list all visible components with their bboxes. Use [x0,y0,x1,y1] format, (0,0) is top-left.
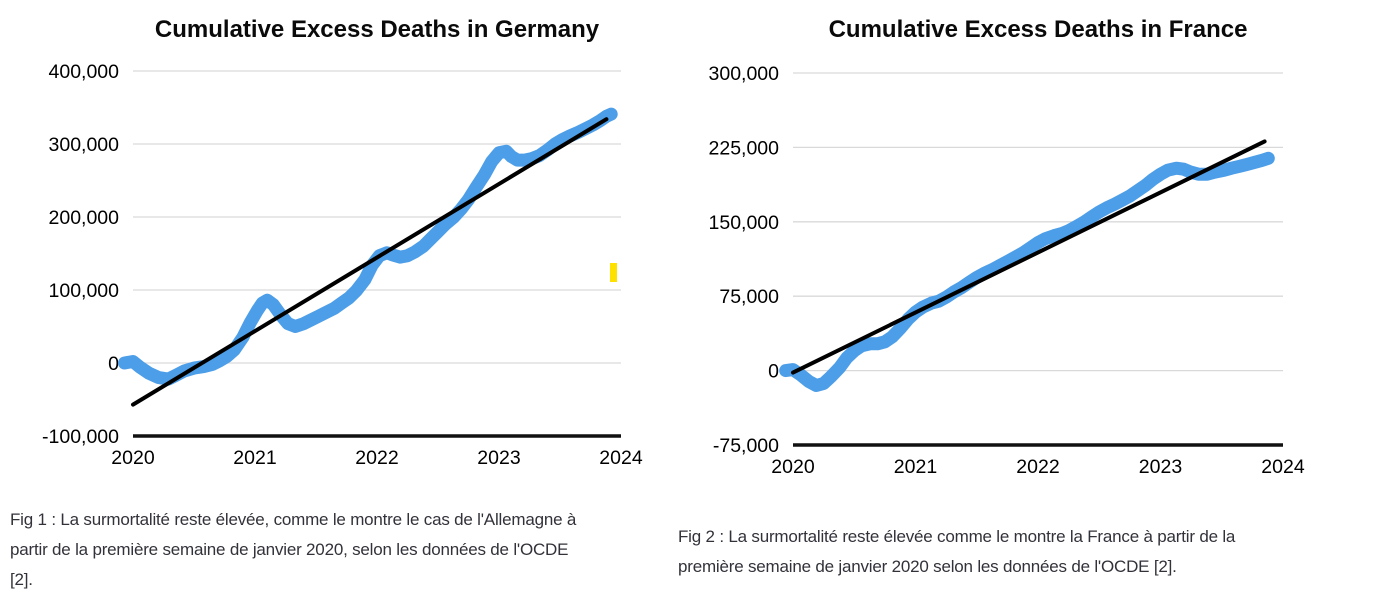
caption-line: Fig 2 : La surmortalité reste élevée com… [678,527,1236,546]
y-tick-label: 200,000 [49,207,120,229]
y-tick-label: 0 [768,361,779,383]
figure-caption-1: Fig 1 : La surmortalité reste élevée, co… [10,505,700,595]
x-tick-label: 2020 [111,447,155,469]
caption-line: première semaine de janvier 2020 selon l… [678,557,1177,576]
y-tick-label: 0 [108,353,119,375]
y-tick-label: 300,000 [709,63,780,85]
series-cumulative-excess-deaths [118,107,618,386]
x-tick-label: 2021 [894,456,937,478]
x-tick-label: 2023 [1139,456,1182,478]
y-tick-label: 225,000 [709,137,780,159]
y-tick-label: 300,000 [49,134,120,156]
chart-title-france: Cumulative Excess Deaths in France [828,16,1248,43]
y-tick-label: 400,000 [49,61,120,83]
series-linear-trend [791,139,1267,375]
chart-germany: -100,000 0 100,000 200,000 300,000 400,000 202… [42,61,643,469]
caption-line: Fig 1 : La surmortalité reste élevée, co… [10,510,577,529]
x-tick-label: 2021 [233,447,276,469]
yellow-highlight-marker [610,263,617,282]
x-tick-label: 2023 [477,447,520,469]
y-tick-label: 100,000 [49,280,120,302]
y-tick-label: 75,000 [719,286,779,308]
series-linear-trend [131,117,609,407]
y-tick-label: -100,000 [42,426,119,448]
chart-france: -75,000 0 75,000 150,000 225,000 300,000 2020 2… [709,63,1305,478]
series-cumulative-excess-deaths [779,151,1275,392]
chart-title-germany: Cumulative Excess Deaths in Germany [154,16,600,43]
x-tick-label: 2024 [1261,456,1305,478]
x-tick-label: 2022 [1016,456,1059,478]
x-tick-label: 2020 [771,456,815,478]
caption-line: [2]. [10,570,33,589]
x-tick-label: 2024 [599,447,643,469]
y-tick-label: 150,000 [709,212,780,234]
figure-caption-2: Fig 2 : La surmortalité reste élevée com… [678,522,1378,582]
y-tick-label: -75,000 [713,435,779,457]
x-tick-label: 2022 [355,447,398,469]
caption-line: partir de la première semaine de janvier… [10,540,569,559]
